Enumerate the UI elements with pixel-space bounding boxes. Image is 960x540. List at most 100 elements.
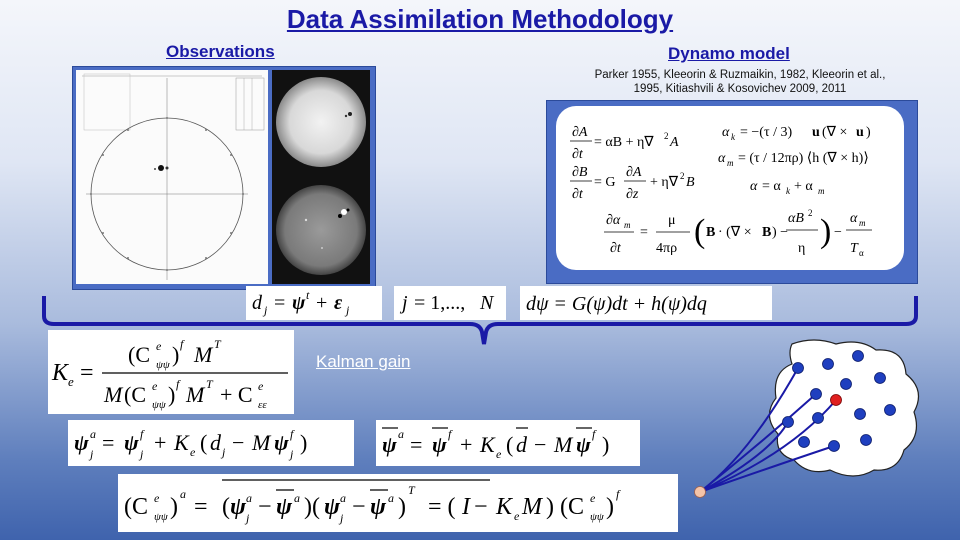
svg-text:M: M [103, 382, 124, 407]
svg-text:a: a [180, 487, 186, 501]
svg-text:j: j [220, 445, 226, 459]
svg-text:(C: (C [124, 382, 146, 407]
brace-bracket [42, 296, 918, 345]
svg-text:(C: (C [124, 494, 148, 520]
svg-text:I: I [461, 494, 471, 520]
svg-text:A: A [669, 135, 679, 150]
svg-text:a: a [294, 491, 300, 505]
svg-text:ψ: ψ [292, 292, 306, 314]
svg-text:e: e [152, 379, 158, 393]
svg-text:ψ: ψ [74, 430, 89, 455]
solar-images-svg [276, 77, 366, 275]
svg-text:−: − [258, 494, 272, 520]
svg-text:α: α [722, 125, 730, 140]
svg-text:ψ: ψ [382, 432, 397, 457]
dynamo-equations-svg: ∂A ∂t = αB + η∇ 2 A ∂B ∂t = G ∂A ∂z + η∇ 2 B… [570, 125, 872, 258]
svg-text:α: α [850, 211, 858, 226]
assimilation-network-diagram [694, 339, 920, 498]
svg-text:+ η∇: + η∇ [650, 175, 679, 190]
svg-text:u: u [856, 125, 864, 140]
svg-text:=: = [274, 292, 285, 314]
svg-text:ψψ: ψψ [152, 399, 166, 411]
svg-text:= (: = ( [428, 494, 456, 520]
svg-text:T: T [214, 337, 222, 351]
svg-text:u: u [812, 125, 820, 140]
svg-text:−: − [232, 430, 244, 455]
svg-text:e: e [590, 491, 596, 505]
index-range-box: j = 1,..., N [394, 286, 506, 320]
svg-text:+ C: + C [220, 382, 253, 407]
svg-text:ψ: ψ [576, 432, 591, 457]
svg-text:j: j [399, 292, 408, 314]
svg-text:ψψ: ψψ [590, 511, 604, 523]
svg-text:∂z: ∂z [626, 187, 639, 202]
svg-text:d: d [210, 430, 222, 455]
svg-text:m: m [859, 218, 866, 228]
svg-text:= α: = α [762, 179, 781, 194]
svg-text:e: e [514, 509, 520, 523]
svg-text:f: f [290, 427, 295, 441]
svg-text:): ) [168, 382, 175, 407]
kalman-gain-link[interactable]: Kalman gain [316, 352, 411, 371]
svg-text:= (τ / 12πρ) ⟨h (∇ × h)⟩: = (τ / 12πρ) ⟨h (∇ × h)⟩ [738, 151, 869, 166]
svg-text:α: α [750, 179, 758, 194]
svg-text:+ α: + α [794, 179, 813, 194]
svg-text:j: j [138, 447, 144, 461]
svg-text:m: m [624, 220, 631, 230]
svg-text:j: j [244, 511, 250, 525]
svg-text:(∇ ×: (∇ × [822, 125, 847, 140]
dynamo-equations-box: ∂A ∂t = αB + η∇ 2 A ∂B ∂t = G ∂A ∂z + η∇ 2 B… [556, 106, 904, 270]
grid-nodes [782, 350, 896, 452]
svg-text:): ) [172, 342, 179, 367]
svg-text:M: M [251, 430, 272, 455]
svg-text:−: − [474, 494, 488, 520]
svg-text:): ) [606, 494, 614, 520]
svg-text:4πρ: 4πρ [656, 241, 677, 256]
svg-text:j: j [288, 447, 294, 461]
svg-text:T: T [408, 483, 416, 497]
svg-text:N: N [479, 292, 495, 314]
stochastic-model-svg: dψ = G(ψ)dt + h(ψ)dq [526, 293, 707, 315]
svg-text:∂α: ∂α [606, 213, 621, 228]
svg-text:(C: (C [128, 342, 150, 367]
svg-text:(: ( [222, 494, 230, 520]
svg-text:= αB + η∇: = αB + η∇ [594, 135, 654, 150]
index-range-svg: j = 1,..., N [399, 292, 495, 314]
svg-text:ψ: ψ [124, 430, 139, 455]
brace-path [42, 296, 918, 345]
svg-text:−: − [834, 225, 842, 240]
svg-text:K: K [495, 494, 514, 520]
highlighted-node [830, 394, 842, 406]
svg-text:ψ: ψ [274, 430, 289, 455]
svg-text:m: m [818, 186, 825, 196]
dynamo-model-heading: Dynamo model [668, 44, 790, 63]
svg-text:α: α [718, 151, 726, 166]
svg-text:k: k [731, 132, 736, 142]
svg-text:α: α [859, 248, 864, 258]
svg-text:∂t: ∂t [610, 241, 622, 256]
svg-text:=: = [410, 432, 422, 457]
svg-text:f: f [448, 427, 453, 441]
svg-text:M: M [193, 342, 214, 367]
svg-text:= −(τ / 3): = −(τ / 3) [740, 125, 792, 140]
svg-text:): ) [820, 213, 831, 250]
svg-text:e: e [68, 374, 74, 389]
svg-text:j: j [262, 303, 268, 317]
svg-text:) −: ) − [772, 225, 788, 240]
svg-text:a: a [398, 427, 404, 441]
svg-text:=: = [640, 225, 648, 240]
solar-images-strip [272, 70, 370, 284]
svg-text:d: d [252, 292, 263, 314]
svg-text:T: T [206, 377, 214, 391]
svg-text:εε: εε [258, 399, 267, 411]
svg-text:−: − [352, 494, 366, 520]
svg-text:= 1,...,: = 1,..., [414, 292, 465, 314]
svg-text:f: f [616, 487, 621, 501]
svg-text:): ) [398, 494, 406, 520]
svg-text:2: 2 [680, 171, 685, 181]
svg-text:K: K [51, 360, 70, 386]
